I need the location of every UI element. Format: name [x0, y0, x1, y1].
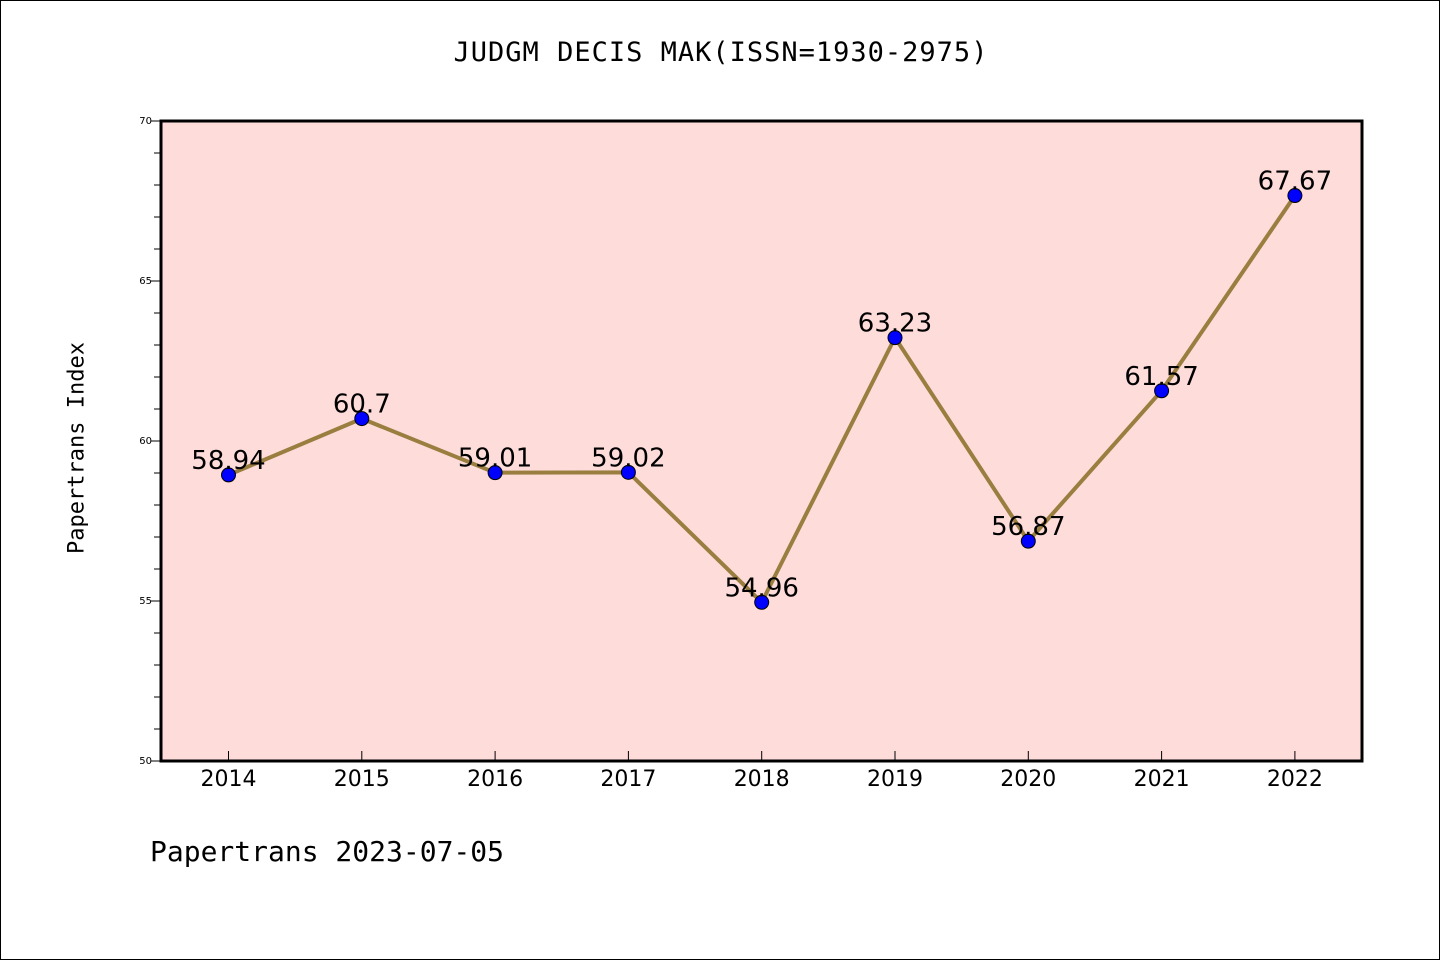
data-point — [1154, 383, 1170, 399]
y-tick-label: 50 — [139, 756, 152, 767]
data-label: 54.96 — [724, 573, 798, 603]
footer-text: Papertrans 2023-07-05 — [150, 835, 505, 868]
plot-area — [161, 121, 1362, 761]
x-tick-label: 2015 — [334, 767, 390, 792]
y-tick-label: 60 — [139, 436, 152, 447]
data-point — [620, 464, 636, 480]
data-label: 60.7 — [333, 390, 391, 420]
data-label: 56.87 — [991, 512, 1065, 542]
data-label: 67.67 — [1258, 167, 1332, 197]
x-tick-label: 2021 — [1134, 767, 1190, 792]
data-point — [887, 330, 903, 346]
data-label: 59.02 — [591, 443, 665, 473]
data-point — [754, 594, 770, 610]
y-tick-label: 70 — [139, 116, 152, 127]
x-tick-label: 2022 — [1267, 767, 1323, 792]
x-tick-label: 2019 — [867, 767, 923, 792]
plot-frame — [159, 119, 1364, 763]
y-tick-label: 65 — [139, 276, 152, 287]
x-tick-label: 2017 — [600, 767, 656, 792]
data-label: 61.57 — [1124, 362, 1198, 392]
y-tick-label: 55 — [139, 596, 152, 607]
data-label: 58.94 — [191, 446, 265, 476]
data-point — [221, 467, 236, 483]
chart-title: JUDGM DECIS MAK(ISSN=1930-2975) — [453, 37, 989, 68]
x-tick-label: 2016 — [467, 767, 523, 792]
x-tick-label: 2020 — [1000, 767, 1056, 792]
x-tick-label: 2014 — [201, 767, 257, 792]
data-point — [1020, 533, 1036, 549]
data-label: 59.01 — [458, 444, 532, 474]
data-point — [354, 411, 370, 427]
data-point — [487, 465, 503, 481]
data-label: 63.23 — [858, 309, 932, 339]
data-point — [1287, 188, 1303, 204]
x-tick-label: 2018 — [734, 767, 790, 792]
